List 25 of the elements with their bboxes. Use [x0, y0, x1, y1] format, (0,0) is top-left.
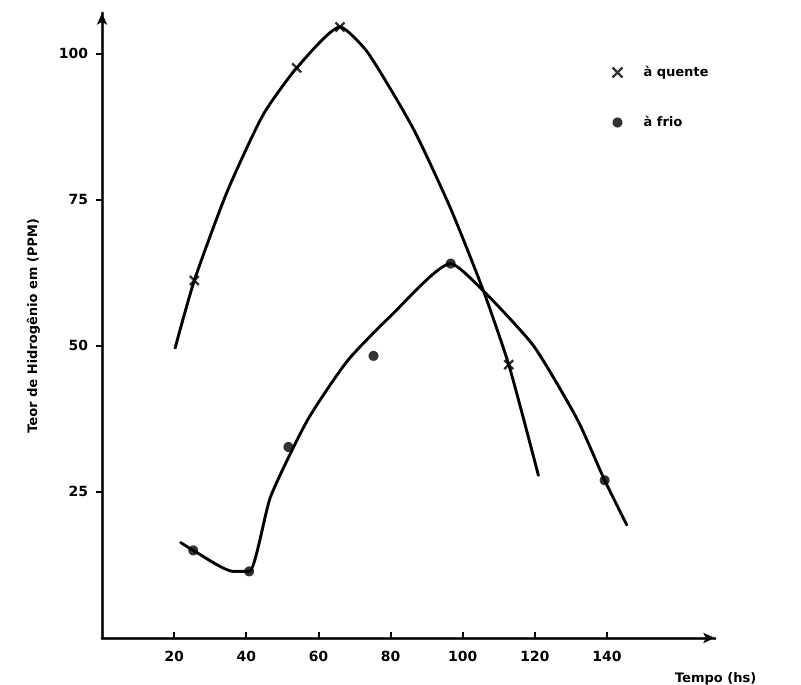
point — [244, 566, 254, 576]
point — [188, 545, 198, 556]
legend-label: à quente — [644, 65, 709, 80]
x-tick-label: 40 — [236, 649, 256, 665]
y-axis-title: Teor de Hidrogênio em (PPM) — [26, 218, 41, 433]
x-axis-title: Tempo (hs) — [675, 671, 756, 685]
y-tick-label: 100 — [58, 46, 88, 62]
y-tick-label: 25 — [68, 484, 88, 500]
point — [446, 258, 456, 269]
x-tick-label: 20 — [164, 649, 184, 665]
point — [600, 475, 610, 486]
x-tick-label: 120 — [520, 649, 550, 665]
point — [502, 358, 514, 370]
point — [334, 21, 346, 33]
x-tick-label: 60 — [308, 649, 328, 665]
point — [290, 62, 302, 74]
x-tick-label: 140 — [592, 649, 622, 665]
y-tick-label: 50 — [68, 338, 88, 354]
legend-label: à frio — [644, 115, 682, 130]
point — [283, 442, 294, 452]
x-tick-label: 100 — [448, 649, 478, 665]
point — [368, 350, 379, 361]
x-tick-label: 80 — [380, 649, 400, 665]
point — [188, 274, 200, 286]
y-tick-label: 75 — [68, 192, 88, 208]
